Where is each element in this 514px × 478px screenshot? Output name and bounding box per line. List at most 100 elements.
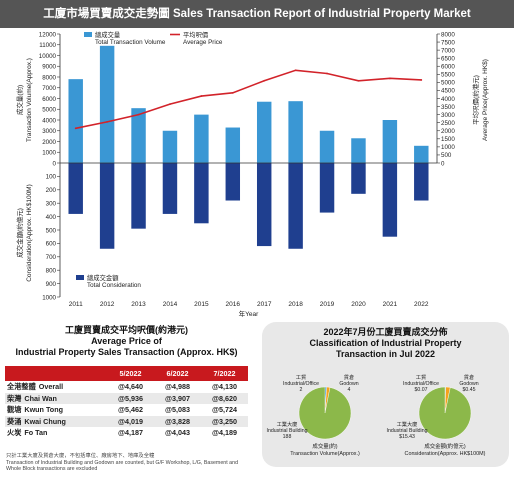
legend-swatch-consideration <box>76 275 84 280</box>
pie-label-building-en: Industrial Building <box>387 428 428 434</box>
report-title: 工廈市場買賣成交走勢圖 Sales Transaction Report of … <box>0 0 514 28</box>
pie-caption-cn: 成交量(約) <box>312 442 337 450</box>
price-point <box>420 79 423 81</box>
pie-slice <box>298 386 352 440</box>
district-cn: 觀塘 <box>7 405 22 414</box>
pie-charts: 工貿Industrial/Office2貨倉Godown4工業大廈Industr… <box>267 373 486 457</box>
pie-label-office-cn: 工貿 <box>296 373 306 381</box>
y-tick-label: 3000 <box>42 128 56 135</box>
y-tick-label: 100 <box>46 174 57 181</box>
right-tick-label: 5000 <box>441 80 455 87</box>
y-tick-label: 200 <box>46 187 57 194</box>
district-label: 全港整體 Overall <box>5 381 107 393</box>
consideration-bar <box>382 163 398 237</box>
right-tick-label: 500 <box>441 152 452 159</box>
pie-slice <box>418 386 472 440</box>
price-point <box>137 113 140 116</box>
price-point <box>388 77 391 80</box>
column-header: 6/2022 <box>153 366 201 381</box>
footnote-en: Transaction of Industrial Building and G… <box>6 459 239 473</box>
table-row: 柴灣 Chai Wan @5,936 @3,907 @8,620 <box>5 392 248 404</box>
pie-panel-title: 2022年7月份工廈買賣成交分佈 Classification of Indus… <box>262 327 509 360</box>
price-point <box>74 127 77 130</box>
y-tick-label: 500 <box>46 227 57 234</box>
legend-price-en: Average Price <box>183 39 223 46</box>
pie-label-godown-cn: 貨倉 <box>464 373 475 381</box>
y-tick-label: 700 <box>46 254 57 261</box>
column-header: 5/2022 <box>106 366 154 381</box>
legend-volume-cn: 總成交量 <box>95 30 121 39</box>
price-cell: @3,828 <box>153 415 201 427</box>
consideration-bar <box>68 163 83 214</box>
y-tick-label: 11000 <box>39 42 56 49</box>
pie-panel-title-en2: Transaction in Jul 2022 <box>335 349 436 359</box>
y-tick-label: 800 <box>46 268 57 275</box>
price-point <box>231 91 234 94</box>
legend-consideration-en: Total Consideration <box>87 282 141 289</box>
y-tick-label: 0 <box>53 160 57 167</box>
price-point <box>294 69 297 72</box>
price-cell: @5,083 <box>164 405 190 414</box>
volume-bar <box>194 114 209 163</box>
right-tick-label: 2000 <box>441 128 455 135</box>
legend-price-cn: 平均呎價 <box>183 30 209 39</box>
left-bottom-axis-title-cn: 成交金額(約億元) <box>15 208 24 258</box>
y-tick-label: 900 <box>46 281 57 288</box>
y-tick-label: 12000 <box>39 31 57 38</box>
y-tick-label: 1000 <box>42 294 56 301</box>
sales-chart: 0100020003000400050006000700080009000100… <box>15 30 489 318</box>
x-tick-label: 2014 <box>163 301 178 308</box>
district-label: 觀塘 Kwun Tong <box>5 404 107 416</box>
district-cn: 全港整體 <box>7 382 36 391</box>
volume-bar <box>288 101 303 163</box>
consideration-bar <box>99 163 115 249</box>
right-axis-title-cn: 平均呎價(約港元) <box>471 75 480 125</box>
pie-label-building-cn: 工業大廈 <box>397 420 418 428</box>
district-en: Chai Wan <box>24 393 57 403</box>
price-cell: @4,043 <box>164 428 190 437</box>
pie-label-office-value: 2 <box>300 387 303 393</box>
x-tick-label: 2022 <box>414 301 429 308</box>
district-label: 火炭 Fo Tan <box>5 427 107 439</box>
consideration-bar <box>131 163 146 229</box>
x-tick-label: 2013 <box>131 301 146 308</box>
y-tick-label: 1000 <box>42 150 56 157</box>
price-point <box>357 79 360 82</box>
district-label: 柴灣 Chai Wan <box>5 392 107 404</box>
price-point <box>200 95 203 97</box>
district-cn: 柴灣 <box>7 393 22 403</box>
left-top-axis-title-cn: 成交量(約) <box>15 85 24 115</box>
left-bottom-axis-title-en: Consideration(Approx. HK$100M) <box>26 184 33 282</box>
right-tick-label: 0 <box>441 160 445 167</box>
x-tick-label: 2017 <box>257 301 272 308</box>
x-tick-label: 2018 <box>288 301 303 308</box>
right-tick-label: 4000 <box>441 96 455 103</box>
price-table-title: 工廈買賣成交平均呎價(約港元) Average Price of Industr… <box>5 325 248 358</box>
district-en: Overall <box>38 382 64 391</box>
volume-bar <box>351 138 366 163</box>
pie-panel-title-cn: 2022年7月份工廈買賣成交分佈 <box>323 327 448 337</box>
x-tick-label: 2011 <box>69 301 83 308</box>
x-tick-label: 2019 <box>320 301 335 308</box>
consideration-bar <box>194 163 209 224</box>
pie-label-building-value: 188 <box>283 434 292 440</box>
price-cell: @5,724 <box>211 405 237 414</box>
table-footnote: 只計工業大廈及貨倉大廈，不包括車位、廠房地下、地庫及全幢 Transaction… <box>6 453 252 473</box>
volume-bar <box>319 130 335 163</box>
volume-bar <box>162 130 178 163</box>
x-tick-label: 2015 <box>194 301 209 308</box>
price-point <box>106 120 109 123</box>
district-cn: 火炭 <box>7 428 22 437</box>
consideration-bar <box>288 163 303 249</box>
y-tick-label: 400 <box>46 214 57 221</box>
price-cell: @4,988 <box>164 382 190 391</box>
column-header: 7/2022 <box>200 366 248 381</box>
table-row: 火炭 Fo Tan @4,187 @4,043 @4,189 <box>5 427 248 439</box>
pie-label-godown-cn: 貨倉 <box>344 373 355 381</box>
legend-consideration-cn: 總成交金額 <box>87 273 119 282</box>
pie-caption-en: Consideration(Approx. HK$100M) <box>405 451 486 457</box>
price-cell: @4,189 <box>211 428 237 437</box>
consideration-bar <box>225 163 241 201</box>
price-cell: @5,936 <box>106 392 154 404</box>
right-axis-title-en: Average Price(Approx. HK$) <box>482 59 489 141</box>
